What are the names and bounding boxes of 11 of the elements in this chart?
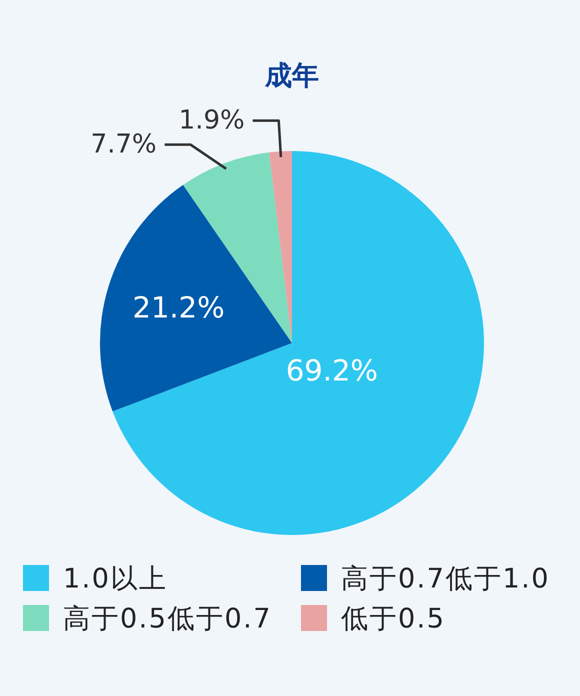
pie-slice — [269, 151, 292, 343]
legend-label: 高于0.7低于1.0 — [341, 564, 550, 594]
chart-title: 成年 — [264, 60, 319, 92]
legend-label: 1.0以上 — [63, 564, 168, 594]
pie-slice — [112, 151, 484, 535]
data-label: 1.9% — [178, 106, 245, 136]
data-label: 69.2% — [286, 354, 378, 388]
data-label: 21.2% — [132, 290, 225, 325]
legend-label: 低于0.5 — [341, 604, 446, 634]
legend-label: 高于0.5低于0.7 — [63, 604, 272, 634]
data-label: 7.7% — [90, 130, 157, 160]
